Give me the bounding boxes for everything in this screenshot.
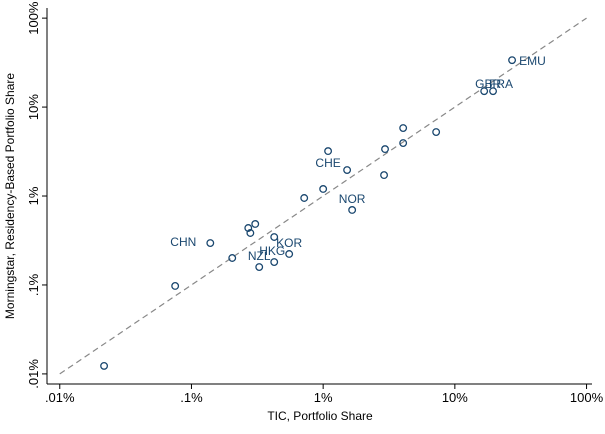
- y-tick-label: 100%: [26, 1, 41, 35]
- y-tick-label: 1%: [26, 186, 41, 205]
- point-label: GBR: [475, 77, 501, 91]
- x-tick-label: 100%: [570, 390, 604, 405]
- point: [381, 145, 389, 154]
- point: [171, 281, 180, 290]
- point: [480, 87, 489, 96]
- point: [508, 56, 517, 65]
- point: [319, 185, 328, 193]
- point: [324, 147, 333, 156]
- point: [270, 233, 279, 241]
- point: [300, 194, 309, 202]
- x-axis-title: TIC, Portfolio Share: [267, 409, 373, 423]
- point-label: NZL: [248, 249, 271, 263]
- y-axis-title: Morningstar, Residency-Based Portfolio S…: [3, 73, 17, 319]
- point-label: NOR: [339, 192, 366, 206]
- reference-line: [59, 17, 587, 375]
- point-label: HKG: [259, 244, 285, 258]
- point: [432, 128, 441, 136]
- point: [228, 254, 237, 262]
- point: [348, 206, 357, 214]
- point: [380, 171, 389, 180]
- point: [100, 361, 109, 370]
- x-tick-label: .1%: [180, 390, 203, 405]
- y-tick-label: .1%: [26, 273, 41, 296]
- point: [244, 224, 253, 232]
- point: [489, 87, 497, 96]
- point-label: KOR: [276, 236, 302, 250]
- point: [285, 250, 294, 258]
- point-label: FRA: [489, 77, 513, 91]
- point: [399, 139, 408, 148]
- point: [270, 258, 279, 266]
- point-label: CHE: [315, 156, 340, 170]
- point: [206, 239, 215, 247]
- y-tick-label: .01%: [26, 359, 41, 389]
- point: [251, 220, 260, 228]
- x-tick-label: 10%: [442, 390, 468, 405]
- point-label: EMU: [519, 54, 546, 68]
- point: [399, 124, 408, 133]
- point: [246, 229, 255, 237]
- x-tick-label: 1%: [314, 390, 333, 405]
- point: [255, 263, 264, 271]
- x-tick-label: .01%: [45, 390, 75, 405]
- point-label: CHN: [170, 235, 196, 249]
- point: [343, 166, 352, 174]
- y-tick-label: 10%: [26, 94, 41, 120]
